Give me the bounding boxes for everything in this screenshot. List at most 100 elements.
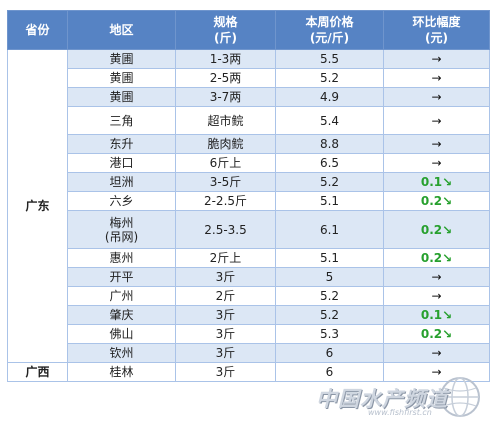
region-cell: 梅州 (吊网) bbox=[67, 210, 176, 249]
change-cell: 0.2↘ bbox=[383, 324, 490, 344]
change-flat-arrow-icon: → bbox=[431, 52, 442, 66]
region-name: 佛山 bbox=[109, 327, 134, 341]
change-cell: 0.1↘ bbox=[383, 172, 490, 192]
price-cell: 5.3 bbox=[275, 324, 384, 344]
region-cell: 佛山 bbox=[67, 324, 176, 344]
table-row: 肇庆 3斤 5.2 0.1↘ bbox=[8, 305, 490, 325]
region-cell: 钦州 bbox=[67, 343, 176, 363]
change-cell: → bbox=[383, 343, 490, 363]
header-spec-unit: (斤) bbox=[214, 31, 237, 45]
price-cell: 6 bbox=[275, 343, 384, 363]
change-cell: 0.2↘ bbox=[383, 210, 490, 249]
spec-cell: 3-5斤 bbox=[175, 172, 276, 192]
spec-cell: 2-5两 bbox=[175, 68, 276, 88]
price-cell: 5.2 bbox=[275, 286, 384, 306]
region-name: 黄圃 bbox=[109, 71, 134, 85]
change-cell: → bbox=[383, 68, 490, 88]
change-down-value: 0.1↘ bbox=[420, 175, 453, 189]
spec-cell: 3斤 bbox=[175, 343, 276, 363]
table-row: 开平 3斤 5 → bbox=[8, 267, 490, 287]
spec-cell: 3斤 bbox=[175, 324, 276, 344]
change-cell: → bbox=[383, 286, 490, 306]
header-change-unit: (元) bbox=[425, 31, 448, 45]
header-change-title: 环比幅度 bbox=[412, 15, 461, 29]
change-flat-arrow-icon: → bbox=[431, 90, 442, 104]
price-cell: 5.1 bbox=[275, 248, 384, 268]
table-row: 钦州 3斤 6 → bbox=[8, 343, 490, 363]
price-cell: 5.4 bbox=[275, 106, 384, 135]
region-cell: 港口 bbox=[67, 153, 176, 173]
spec-cell: 2斤上 bbox=[175, 248, 276, 268]
table-row: 坦洲 3-5斤 5.2 0.1↘ bbox=[8, 172, 490, 192]
spec-cell: 6斤上 bbox=[175, 153, 276, 173]
region-cell: 惠州 bbox=[67, 248, 176, 268]
spec-cell: 3斤 bbox=[175, 267, 276, 287]
spec-cell: 2斤 bbox=[175, 286, 276, 306]
region-name: 黄圃 bbox=[109, 52, 134, 66]
header-province: 省份 bbox=[7, 10, 68, 50]
spec-cell: 3斤 bbox=[175, 362, 276, 382]
change-flat-arrow-icon: → bbox=[431, 156, 442, 170]
region-name: 惠州 bbox=[109, 251, 134, 265]
price-cell: 6 bbox=[275, 362, 384, 382]
header-spec-title: 规格 bbox=[213, 15, 238, 29]
region-name: 钦州 bbox=[109, 346, 134, 360]
spec-cell: 3-7两 bbox=[175, 87, 276, 107]
region-cell: 肇庆 bbox=[67, 305, 176, 325]
table-row: 六乡 2-2.5斤 5.1 0.2↘ bbox=[8, 191, 490, 211]
province-cell: 广西 bbox=[7, 362, 68, 382]
region-cell: 黄圃 bbox=[67, 49, 176, 69]
change-cell: → bbox=[383, 134, 490, 154]
change-flat-arrow-icon: → bbox=[431, 137, 442, 151]
price-table: 省份 地区 规格 (斤) 本周价格 (元/斤) 环比幅度 (元) 广东 黄圃 1-3… bbox=[7, 10, 490, 382]
table-row: 梅州 (吊网) 2.5-3.5 6.1 0.2↘ bbox=[8, 210, 490, 249]
price-cell: 8.8 bbox=[275, 134, 384, 154]
table-row: 广东 黄圃 1-3两 5.5 → bbox=[7, 49, 490, 363]
province-cell: 广东 bbox=[7, 49, 68, 363]
change-cell: 0.2↘ bbox=[383, 191, 490, 211]
change-down-value: 0.2↘ bbox=[420, 194, 453, 208]
region-cell: 黄圃 bbox=[67, 68, 176, 88]
region-cell: 东升 bbox=[67, 134, 176, 154]
header-price: 本周价格 (元/斤) bbox=[275, 10, 384, 50]
table-row: 东升 脆肉鲩 8.8 → bbox=[8, 134, 490, 154]
table-row: 佛山 3斤 5.3 0.2↘ bbox=[8, 324, 490, 344]
price-cell: 5.5 bbox=[275, 49, 384, 69]
price-cell: 4.9 bbox=[275, 87, 384, 107]
change-cell: → bbox=[383, 106, 490, 135]
header-price-unit: (元/斤) bbox=[309, 31, 350, 45]
region-cell: 三角 bbox=[67, 106, 176, 135]
region-name: 六乡 bbox=[109, 194, 134, 208]
change-cell: → bbox=[383, 267, 490, 287]
region-name: 开平 bbox=[109, 270, 134, 284]
region-name: 港口 bbox=[109, 156, 134, 170]
table-body: 广东 黄圃 1-3两 5.5 → 黄圃 2-5两 5.2 → 黄圃 3-7两 4.9 → 三角 超市鲩 5.4… bbox=[7, 49, 490, 382]
table-row: 惠州 2斤上 5.1 0.2↘ bbox=[8, 248, 490, 268]
table-row: 广西 桂林 3斤 6 → bbox=[7, 362, 490, 382]
spec-cell: 2.5-3.5 bbox=[175, 210, 276, 249]
table-row: 三角 超市鲩 5.4 → bbox=[8, 106, 490, 135]
header-price-title: 本周价格 bbox=[305, 15, 354, 29]
region-name: 三角 bbox=[109, 113, 134, 128]
region-name: 广州 bbox=[109, 289, 134, 303]
watermark-url: www.fishfirst.cn bbox=[368, 408, 432, 417]
region-cell: 坦洲 bbox=[67, 172, 176, 192]
spec-cell: 1-3两 bbox=[175, 49, 276, 69]
table-row: 广州 2斤 5.2 → bbox=[8, 286, 490, 306]
region-name: 桂林 bbox=[109, 365, 134, 379]
change-flat-arrow-icon: → bbox=[431, 113, 442, 128]
header-region: 地区 bbox=[67, 10, 176, 50]
watermark-text: 中国水产频道 bbox=[316, 386, 448, 411]
region-name: 肇庆 bbox=[109, 308, 134, 322]
region-cell: 桂林 bbox=[67, 362, 176, 382]
table-row: 黄圃 2-5两 5.2 → bbox=[8, 68, 490, 88]
change-down-value: 0.1↘ bbox=[420, 308, 453, 322]
region-cell: 开平 bbox=[67, 267, 176, 287]
price-cell: 5.2 bbox=[275, 305, 384, 325]
region-cell: 黄圃 bbox=[67, 87, 176, 107]
region-name: 东升 bbox=[109, 137, 134, 151]
price-cell: 5.2 bbox=[275, 68, 384, 88]
header-row: 省份 地区 规格 (斤) 本周价格 (元/斤) 环比幅度 (元) bbox=[7, 10, 490, 50]
change-down-value: 0.2↘ bbox=[420, 222, 453, 237]
change-cell: → bbox=[383, 49, 490, 69]
